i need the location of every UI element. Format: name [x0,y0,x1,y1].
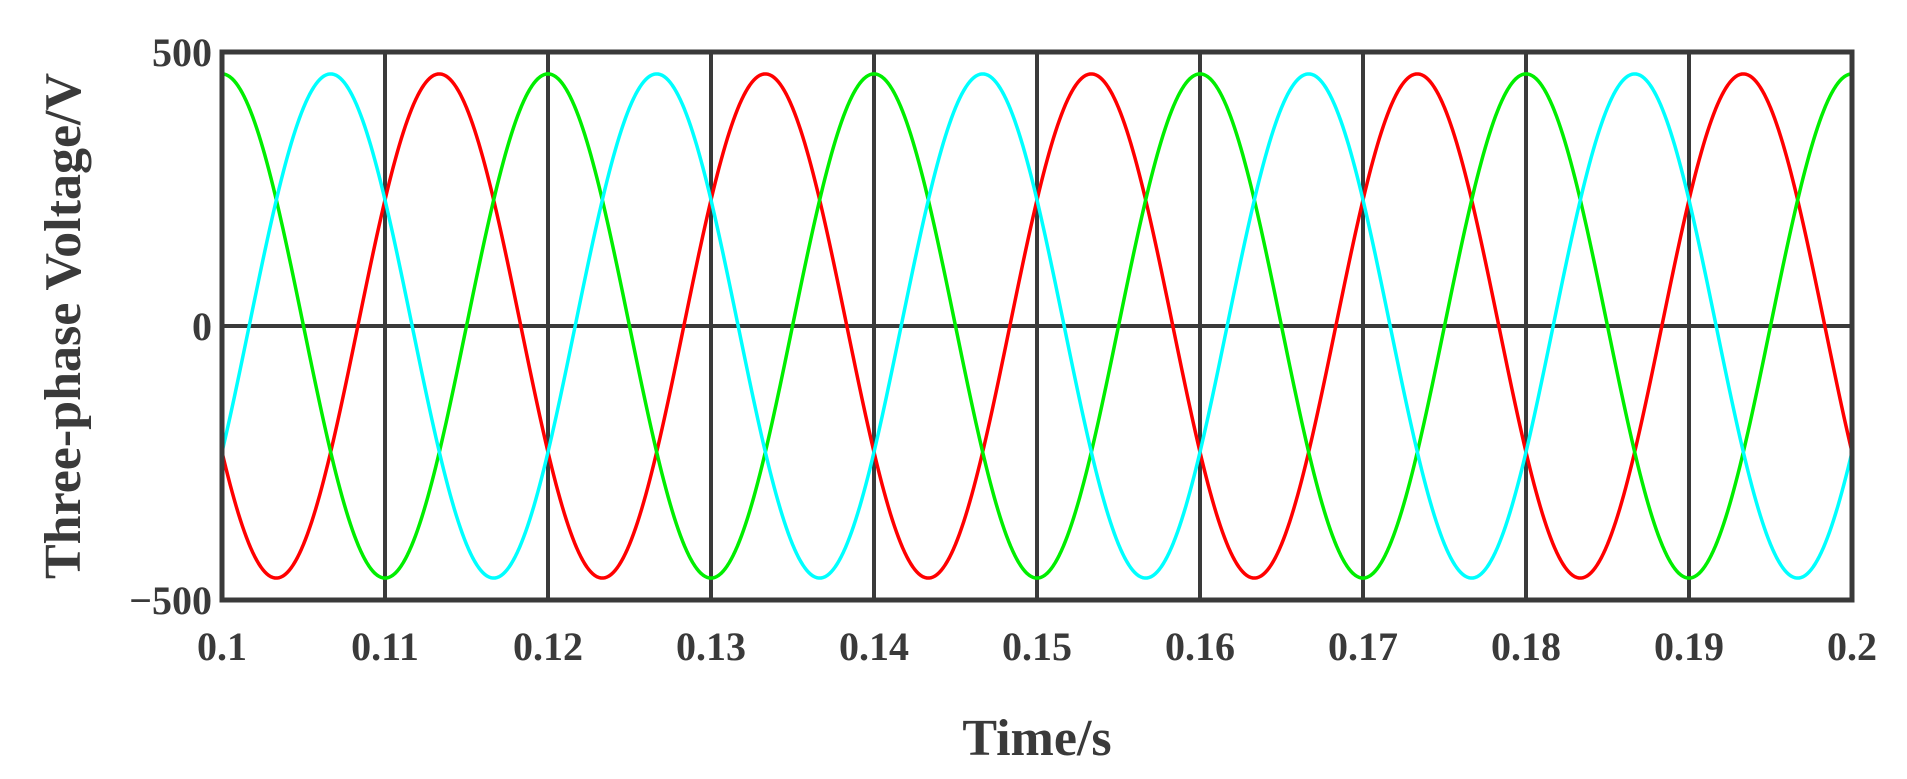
x-tick-label: 0.13 [676,624,746,669]
x-tick-label: 0.18 [1491,624,1561,669]
y-tick-labels: 500 0 −500 [129,30,212,623]
plot-frame [219,49,1855,603]
y-tick-label: −500 [129,578,212,623]
x-tick-label: 0.16 [1165,624,1235,669]
x-tick-label: 0.11 [351,624,419,669]
y-tick-label: 0 [192,304,212,349]
x-axis-label: Time/s [962,710,1111,767]
y-axis-label: Three-phase Voltage/V [35,73,92,579]
x-tick-label: 0.17 [1328,624,1398,669]
series-line-3 [220,72,1854,580]
x-tick-label: 0.2 [1827,624,1877,669]
y-tick-label: 500 [152,30,212,75]
x-tick-label: 0.12 [513,624,583,669]
x-tick-labels: 0.1 0.11 0.12 0.13 0.14 0.15 0.16 0.17 0.18 0.19 0… [197,624,1877,669]
x-tick-label: 0.14 [839,624,909,669]
x-tick-label: 0.1 [197,624,247,669]
x-tick-label: 0.19 [1654,624,1724,669]
series-layer [220,72,1854,580]
x-tick-label: 0.15 [1002,624,1072,669]
